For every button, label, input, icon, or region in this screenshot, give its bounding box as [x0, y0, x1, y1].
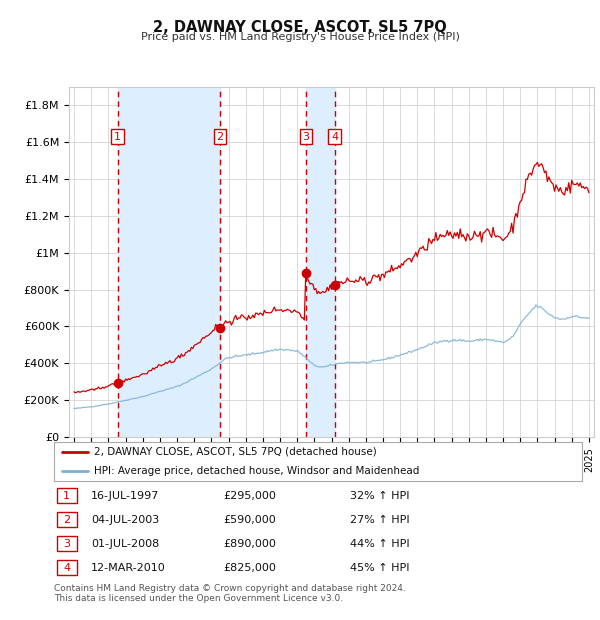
- Text: 2: 2: [63, 515, 70, 525]
- Bar: [56, 512, 77, 528]
- Text: £590,000: £590,000: [223, 515, 276, 525]
- Text: 2: 2: [217, 131, 224, 141]
- Text: HPI: Average price, detached house, Windsor and Maidenhead: HPI: Average price, detached house, Wind…: [94, 466, 419, 476]
- Text: 1: 1: [114, 131, 121, 141]
- Text: 27% ↑ HPI: 27% ↑ HPI: [350, 515, 409, 525]
- Bar: [56, 488, 77, 503]
- Text: 44% ↑ HPI: 44% ↑ HPI: [350, 539, 409, 549]
- Text: 45% ↑ HPI: 45% ↑ HPI: [350, 563, 409, 573]
- Text: 16-JUL-1997: 16-JUL-1997: [91, 490, 160, 500]
- Text: £295,000: £295,000: [223, 490, 276, 500]
- Text: 4: 4: [331, 131, 338, 141]
- Text: £890,000: £890,000: [223, 539, 276, 549]
- Bar: [306, 87, 335, 437]
- Text: 12-MAR-2010: 12-MAR-2010: [91, 563, 166, 573]
- Text: Contains HM Land Registry data © Crown copyright and database right 2024.
This d: Contains HM Land Registry data © Crown c…: [54, 584, 406, 603]
- Text: £825,000: £825,000: [223, 563, 276, 573]
- Bar: [118, 87, 220, 437]
- Bar: [56, 560, 77, 575]
- Text: 01-JUL-2008: 01-JUL-2008: [91, 539, 159, 549]
- Text: 2, DAWNAY CLOSE, ASCOT, SL5 7PQ (detached house): 2, DAWNAY CLOSE, ASCOT, SL5 7PQ (detache…: [94, 446, 376, 457]
- Text: 4: 4: [63, 563, 70, 573]
- Text: 3: 3: [63, 539, 70, 549]
- Text: 1: 1: [63, 490, 70, 500]
- Text: 2, DAWNAY CLOSE, ASCOT, SL5 7PQ: 2, DAWNAY CLOSE, ASCOT, SL5 7PQ: [153, 20, 447, 35]
- Text: 04-JUL-2003: 04-JUL-2003: [91, 515, 159, 525]
- Text: 3: 3: [302, 131, 310, 141]
- Text: 32% ↑ HPI: 32% ↑ HPI: [350, 490, 409, 500]
- Bar: [56, 536, 77, 551]
- Text: Price paid vs. HM Land Registry's House Price Index (HPI): Price paid vs. HM Land Registry's House …: [140, 32, 460, 42]
